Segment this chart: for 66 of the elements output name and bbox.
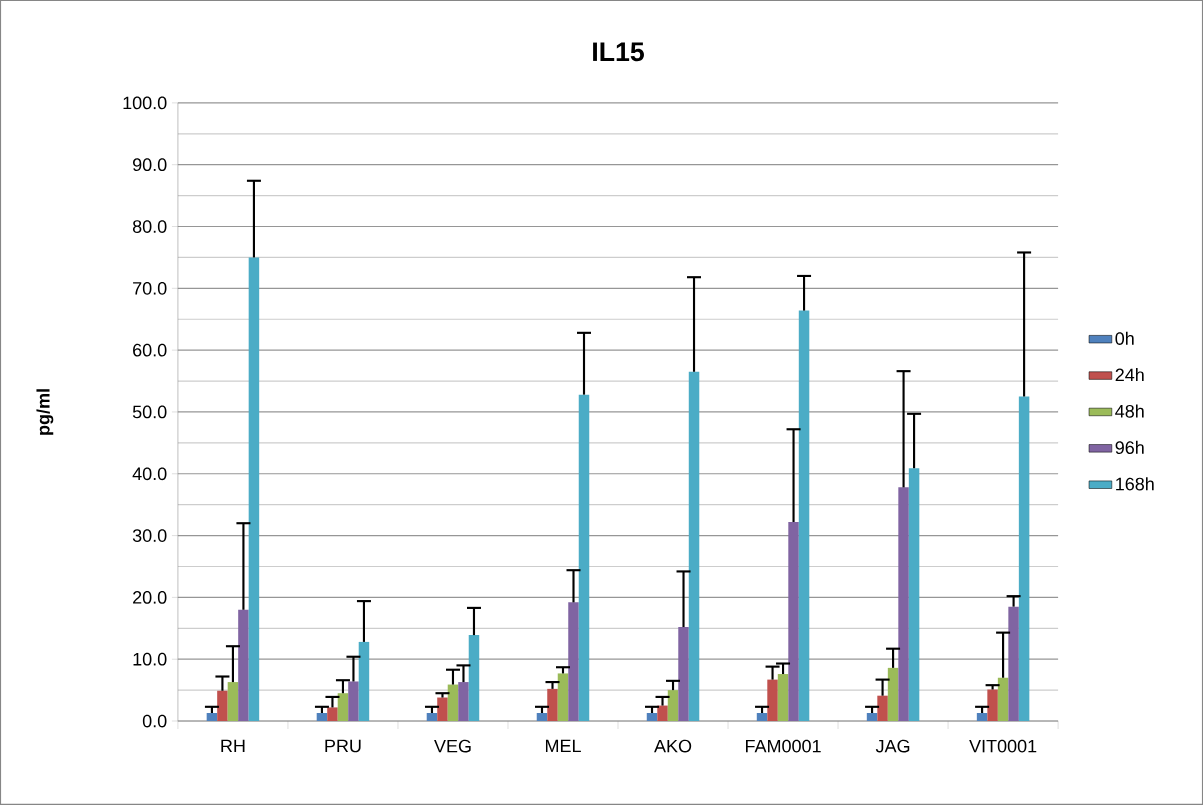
bar (206, 713, 218, 722)
bar (908, 468, 920, 722)
bar (248, 257, 260, 722)
bar (458, 682, 469, 722)
legend-label: 96h (1115, 440, 1144, 455)
bar (1018, 396, 1030, 722)
bar (578, 394, 590, 722)
x-tick-label: VIT0001 (969, 739, 1037, 753)
y-tick-label: 100.0 (123, 96, 167, 110)
bar (866, 713, 878, 722)
bar (358, 641, 370, 722)
legend-label: 24h (1115, 368, 1144, 382)
bar (987, 689, 998, 722)
x-tick-label: AKO (654, 739, 692, 753)
bar (976, 713, 988, 722)
bar (348, 681, 359, 722)
legend-label: 0h (1115, 331, 1134, 345)
y-tick-label: 30.0 (132, 529, 167, 542)
bar (337, 693, 349, 722)
y-tick-label: 0.0 (142, 714, 167, 728)
x-tick-label: PRU (325, 739, 361, 753)
bar (777, 674, 789, 722)
bar (688, 371, 700, 722)
bar (536, 713, 548, 722)
y-tick-label: 40.0 (132, 467, 167, 481)
x-tick-label: MEL (545, 739, 581, 753)
bar (1008, 606, 1019, 722)
bar (756, 713, 768, 722)
bar (877, 695, 888, 722)
bar (657, 705, 668, 722)
bar (767, 679, 778, 722)
x-tick-label: VEG (434, 739, 471, 753)
bar (798, 310, 810, 722)
bar (568, 602, 579, 722)
legend-label: 48h (1115, 404, 1144, 418)
y-tick-label: 90.0 (133, 158, 167, 172)
bar (997, 677, 1009, 722)
bar (887, 667, 899, 722)
y-axis-title: pg/ml (36, 389, 54, 435)
y-tick-label: 60.0 (133, 343, 167, 357)
bar (557, 673, 569, 722)
x-tick-label: JAG (875, 739, 910, 753)
bar (646, 713, 658, 722)
y-tick-label: 50.0 (132, 405, 167, 419)
bar (217, 690, 228, 722)
x-tick-label: FAM0001 (746, 739, 821, 753)
bar (426, 713, 438, 722)
bar (447, 684, 459, 722)
y-tick-label: 20.0 (133, 591, 167, 604)
legend-label: 168h (1116, 477, 1154, 491)
y-tick-label: 10.0 (133, 652, 167, 666)
bar (327, 707, 338, 722)
bar (468, 635, 480, 722)
bar (898, 487, 909, 722)
bar (667, 690, 679, 722)
bar (678, 627, 689, 722)
bar (227, 682, 239, 722)
chart-title: IL15 (593, 42, 644, 62)
x-tick-label: RH (221, 739, 245, 753)
bar (788, 522, 799, 722)
bar (316, 713, 328, 722)
bar (547, 688, 558, 722)
bar (238, 609, 249, 722)
bar (437, 697, 448, 722)
y-tick-label: 80.0 (132, 220, 167, 233)
y-tick-label: 70.0 (133, 282, 167, 295)
